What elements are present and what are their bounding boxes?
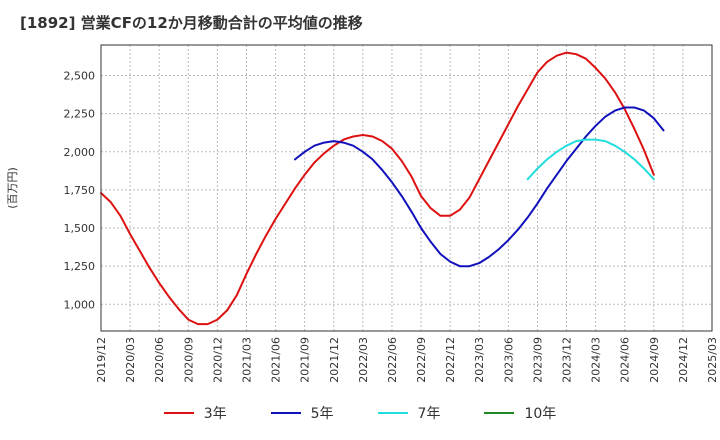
x-tick-label: 2022/12 [444,337,457,383]
y-tick-label: 1,000 [64,298,96,311]
x-tick-label: 2021/09 [299,337,312,383]
legend-swatch [270,412,301,414]
legend-label: 7年 [417,406,441,422]
legend-swatch [377,412,408,414]
x-tick-label: 2024/09 [648,337,661,383]
y-axis-label: (百万円) [6,167,19,209]
y-tick-label: 2,500 [64,70,96,83]
legend-swatch [163,412,194,414]
legend-label: 3年 [203,406,227,422]
legend-item: 10年 [484,403,556,423]
series-line-7年 [526,138,655,181]
x-tick-label: 2023/06 [502,337,515,383]
x-tick-label: 2021/12 [328,337,341,383]
x-tick-label: 2023/09 [531,337,544,383]
x-tick-label: 2022/09 [415,337,428,383]
x-tick-label: 2019/12 [95,337,108,383]
series-line-3年 [100,51,655,326]
plot-frame [100,44,713,332]
x-tick-label: 2023/12 [561,337,574,383]
y-tick-label: 1,500 [64,222,96,235]
x-tick-label: 2021/06 [270,337,283,383]
x-tick-label: 2022/03 [357,337,370,383]
x-tick-label: 2020/03 [124,337,137,383]
series-line-5年 [294,106,665,268]
x-tick-label: 2024/12 [677,337,690,383]
chart-title: [1892] 営業CFの12か月移動合計の平均値の推移 [20,14,363,32]
legend-label: 10年 [524,406,557,422]
series-lines [100,51,665,326]
x-tick-label: 2022/06 [386,337,399,383]
legend-item: 3年 [163,403,227,423]
legend: 3年 5年 7年 10年 [0,403,720,423]
legend-label: 5年 [310,406,334,422]
x-tick-label: 2023/03 [473,337,486,383]
grid-lines [101,45,712,331]
x-tick-label: 2020/09 [182,337,195,383]
legend-swatch [484,412,515,414]
x-tick-label: 2024/03 [590,337,603,383]
y-tick-label: 1,750 [64,184,96,197]
x-tick-label: 2020/06 [153,337,166,383]
x-tick-label: 2021/03 [240,337,253,383]
y-tick-label: 2,250 [64,108,96,121]
x-tick-label: 2020/12 [211,337,224,383]
x-tick-label: 2024/06 [619,337,632,383]
y-tick-label: 1,250 [64,260,96,273]
y-axis-ticks: 1,000 1,250 1,500 1,750 2,000 2,250 2,500 [64,70,96,312]
legend-item: 7年 [377,403,441,423]
legend-item: 5年 [270,403,334,423]
x-tick-label: 2025/03 [706,337,719,383]
x-axis-ticks: 2019/12 2020/03 2020/06 2020/09 2020/12 2021/… [95,337,719,383]
y-tick-label: 2,000 [64,146,96,159]
